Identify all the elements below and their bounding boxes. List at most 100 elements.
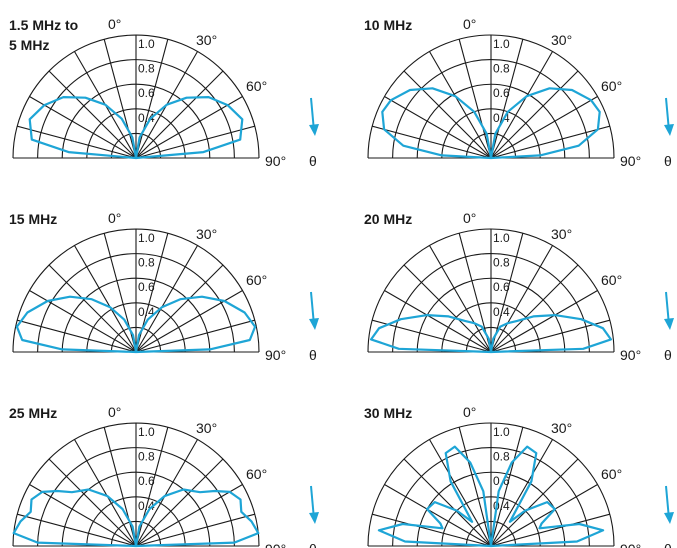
angle-tick-label: 0° xyxy=(108,210,121,226)
grid-spoke xyxy=(490,458,579,547)
grid-spoke xyxy=(429,51,492,159)
grid-spoke xyxy=(135,96,243,159)
radial-tick-label: 0.6 xyxy=(138,280,155,294)
grid-spoke xyxy=(103,427,137,547)
chart-title: 1.5 MHz to xyxy=(9,17,78,33)
pattern-lobe-right xyxy=(489,445,605,548)
chart-title: 30 MHz xyxy=(364,405,412,421)
angle-tick-label: 90° xyxy=(620,153,641,169)
direction-arrow-head xyxy=(664,318,674,330)
pattern-lobe-right xyxy=(489,314,612,354)
grid-spoke xyxy=(403,70,492,159)
grid-spoke xyxy=(384,96,492,159)
grid-spoke xyxy=(17,319,137,353)
grid-spoke xyxy=(135,125,255,159)
radial-tick-label: 1.0 xyxy=(493,425,510,439)
grid-spoke xyxy=(135,484,243,547)
grid-spoke xyxy=(458,39,492,159)
grid-spoke xyxy=(135,39,169,159)
grid-spoke xyxy=(74,245,137,353)
grid-spoke xyxy=(135,458,224,547)
radial-tick-label: 0.4 xyxy=(138,305,155,319)
grid-spoke xyxy=(103,233,137,353)
grid-spoke xyxy=(490,513,610,547)
grid-spoke xyxy=(135,290,243,353)
angle-tick-label: 0° xyxy=(463,16,476,32)
pattern-lobe-left xyxy=(15,295,138,354)
grid-spoke xyxy=(103,39,137,159)
direction-arrow-head xyxy=(664,512,674,524)
angle-tick-label: 60° xyxy=(601,272,622,288)
angle-tick-label: 0° xyxy=(463,404,476,420)
angle-tick-label: 30° xyxy=(551,226,572,242)
polar-chart-5: 1.00.80.60.40°30°60°90°θ25 MHz xyxy=(9,404,319,548)
radial-tick-label: 0.8 xyxy=(493,450,510,464)
pattern-lobe-left xyxy=(28,96,138,160)
theta-symbol: θ xyxy=(664,347,672,363)
radial-tick-label: 0.6 xyxy=(493,86,510,100)
angle-tick-label: 60° xyxy=(246,466,267,482)
grid-spoke xyxy=(135,513,255,547)
radial-tick-label: 0.4 xyxy=(138,111,155,125)
angle-tick-label: 30° xyxy=(196,420,217,436)
chart-title: 20 MHz xyxy=(364,211,412,227)
grid-spoke xyxy=(429,439,492,547)
pattern-lobe-right xyxy=(134,488,260,548)
radial-tick-label: 1.0 xyxy=(493,231,510,245)
theta-symbol: θ xyxy=(664,541,672,548)
grid-spoke xyxy=(403,458,492,547)
direction-arrow-head xyxy=(309,512,319,524)
grid-spoke xyxy=(384,290,492,353)
direction-arrow-head xyxy=(309,318,319,330)
direction-arrow-head xyxy=(664,124,674,136)
grid-spoke xyxy=(403,264,492,353)
angle-tick-label: 30° xyxy=(551,420,572,436)
polar-chart-4: 1.0 0.8 0.6 0.4 0° 30° 60° 90° θ 20 MHz xyxy=(364,210,674,363)
chart-title: 5 MHz xyxy=(9,37,49,53)
pattern-lobe-left xyxy=(370,314,493,354)
grid-spoke xyxy=(490,245,553,353)
radial-tick-label: 0.6 xyxy=(493,280,510,294)
grid-spoke xyxy=(372,125,492,159)
grid-spoke xyxy=(372,319,492,353)
grid-spoke xyxy=(458,427,492,547)
angle-tick-label: 60° xyxy=(601,78,622,94)
angle-tick-label: 30° xyxy=(551,32,572,48)
grid-spoke xyxy=(490,51,553,159)
angle-tick-label: 30° xyxy=(196,226,217,242)
grid-spoke xyxy=(490,264,579,353)
radial-tick-label: 1.0 xyxy=(138,37,155,51)
theta-symbol: θ xyxy=(309,347,317,363)
grid-spoke xyxy=(372,513,492,547)
radial-tick-label: 0.8 xyxy=(493,62,510,76)
direction-arrow-head xyxy=(309,124,319,136)
chart-title: 25 MHz xyxy=(9,405,57,421)
radial-tick-label: 0.6 xyxy=(138,86,155,100)
angle-tick-label: 90° xyxy=(620,347,641,363)
radial-tick-label: 0.8 xyxy=(138,62,155,76)
radial-tick-label: 1.0 xyxy=(493,37,510,51)
grid-spoke xyxy=(490,439,553,547)
grid-spoke xyxy=(29,290,137,353)
grid-spoke xyxy=(135,245,198,353)
chart-title: 10 MHz xyxy=(364,17,412,33)
grid-spoke xyxy=(490,484,598,547)
pattern-lobe-right xyxy=(134,96,244,160)
grid-spoke xyxy=(490,39,524,159)
chart-title: 15 MHz xyxy=(9,211,57,227)
radial-tick-label: 0.8 xyxy=(138,450,155,464)
angle-tick-label: 60° xyxy=(601,466,622,482)
grid-spoke xyxy=(135,264,224,353)
radial-tick-label: 0.8 xyxy=(493,256,510,270)
grid-spoke xyxy=(429,245,492,353)
radial-tick-label: 0.8 xyxy=(138,256,155,270)
angle-tick-label: 30° xyxy=(196,32,217,48)
angle-tick-label: 0° xyxy=(108,404,121,420)
pattern-lobe-right xyxy=(134,295,257,354)
angle-tick-label: 60° xyxy=(246,78,267,94)
grid-spoke xyxy=(490,70,579,159)
angle-tick-label: 90° xyxy=(265,347,286,363)
pattern-lobe-left xyxy=(377,445,493,548)
grid-spoke xyxy=(48,458,137,547)
